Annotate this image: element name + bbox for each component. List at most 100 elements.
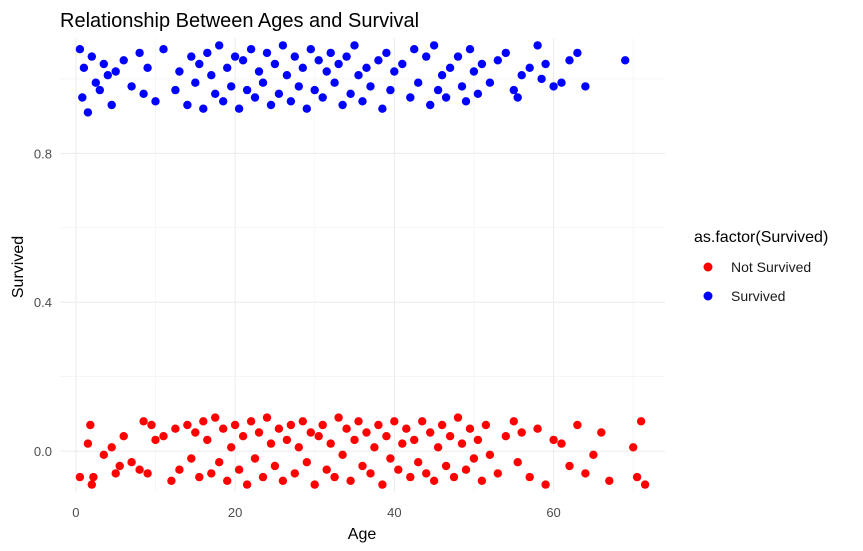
point-not-survived bbox=[342, 424, 351, 433]
point-not-survived bbox=[215, 458, 224, 467]
point-not-survived bbox=[485, 450, 495, 459]
point-not-survived bbox=[422, 469, 431, 478]
point-not-survived bbox=[386, 454, 395, 463]
point-not-survived bbox=[605, 476, 614, 485]
point-survived bbox=[83, 108, 93, 117]
point-survived bbox=[290, 52, 299, 61]
y-tick-label: 0.0 bbox=[34, 444, 52, 459]
point-survived bbox=[517, 71, 526, 80]
y-tick-label: 0.4 bbox=[34, 295, 52, 310]
point-not-survived bbox=[203, 435, 212, 445]
point-not-survived bbox=[183, 420, 192, 430]
point-survived bbox=[346, 89, 355, 99]
point-not-survived bbox=[493, 469, 502, 478]
point-survived bbox=[91, 78, 101, 87]
point-not-survived bbox=[139, 417, 148, 426]
point-survived bbox=[195, 59, 204, 69]
point-survived bbox=[437, 71, 447, 80]
point-survived bbox=[422, 52, 431, 61]
point-survived bbox=[95, 85, 105, 95]
point-not-survived bbox=[433, 443, 443, 452]
gridlines bbox=[60, 38, 665, 492]
point-survived bbox=[223, 63, 232, 72]
point-survived bbox=[103, 71, 113, 80]
point-not-survived bbox=[278, 476, 288, 485]
point-not-survived bbox=[557, 439, 566, 448]
point-not-survived bbox=[437, 420, 447, 430]
point-not-survived bbox=[589, 450, 598, 459]
point-survived bbox=[203, 48, 212, 58]
point-survived bbox=[322, 67, 331, 76]
point-not-survived bbox=[211, 413, 220, 422]
legend-label-survived: Survived bbox=[731, 288, 785, 304]
point-not-survived bbox=[477, 476, 487, 485]
point-survived bbox=[398, 59, 407, 69]
point-not-survived bbox=[266, 439, 276, 448]
point-not-survived bbox=[517, 428, 526, 437]
point-not-survived bbox=[147, 420, 156, 430]
point-survived bbox=[453, 52, 463, 61]
point-survived bbox=[159, 45, 168, 54]
point-survived bbox=[549, 82, 558, 91]
point-not-survived bbox=[314, 432, 323, 441]
point-not-survived bbox=[469, 454, 479, 463]
point-survived bbox=[298, 63, 307, 72]
point-survived bbox=[242, 85, 252, 95]
point-survived bbox=[537, 74, 546, 84]
point-not-survived bbox=[195, 472, 204, 482]
point-not-survived bbox=[322, 465, 331, 474]
point-survived bbox=[362, 63, 371, 72]
point-not-survived bbox=[262, 413, 272, 422]
x-tick-label: 20 bbox=[228, 505, 242, 520]
point-not-survived bbox=[362, 428, 371, 437]
x-axis-title: Age bbox=[348, 526, 377, 543]
point-not-survived bbox=[453, 413, 463, 422]
point-not-survived bbox=[330, 472, 339, 482]
point-survived bbox=[354, 71, 363, 80]
point-not-survived bbox=[282, 435, 292, 445]
point-survived bbox=[274, 89, 284, 99]
point-survived bbox=[302, 104, 311, 113]
point-not-survived bbox=[86, 420, 95, 430]
legend: as.factor(Survived) Not Survived Survive… bbox=[694, 229, 828, 304]
point-survived bbox=[219, 97, 228, 106]
point-survived bbox=[314, 56, 323, 65]
point-not-survived bbox=[310, 480, 319, 489]
point-not-survived bbox=[326, 439, 335, 448]
point-survived bbox=[457, 82, 467, 91]
point-survived bbox=[469, 67, 479, 76]
point-survived bbox=[342, 52, 351, 61]
point-not-survived bbox=[573, 420, 582, 430]
point-not-survived bbox=[541, 480, 550, 489]
point-not-survived bbox=[398, 439, 407, 448]
point-survived bbox=[326, 48, 335, 58]
point-survived bbox=[378, 104, 387, 113]
point-not-survived bbox=[119, 432, 128, 441]
point-survived bbox=[541, 59, 550, 69]
legend-key-survived bbox=[703, 291, 713, 301]
point-not-survived bbox=[370, 443, 379, 452]
point-survived bbox=[330, 78, 339, 87]
point-not-survived bbox=[581, 469, 590, 478]
x-tick-label: 60 bbox=[546, 505, 560, 520]
point-survived bbox=[294, 82, 303, 91]
point-not-survived bbox=[219, 424, 228, 433]
point-not-survived bbox=[449, 472, 459, 482]
point-not-survived bbox=[382, 432, 391, 441]
y-axis-title: Survived bbox=[10, 236, 27, 298]
point-not-survived bbox=[629, 443, 638, 452]
point-not-survived bbox=[143, 469, 152, 478]
point-survived bbox=[338, 100, 347, 110]
point-not-survived bbox=[171, 424, 180, 433]
point-not-survived bbox=[258, 472, 268, 482]
point-survived bbox=[318, 93, 327, 102]
point-survived bbox=[191, 78, 200, 87]
chart-title: Relationship Between Ages and Survival bbox=[60, 10, 419, 32]
point-survived bbox=[414, 78, 423, 87]
point-not-survived bbox=[465, 424, 475, 433]
point-survived bbox=[175, 67, 184, 76]
point-survived bbox=[238, 56, 248, 65]
point-not-survived bbox=[99, 450, 109, 459]
point-survived bbox=[477, 59, 487, 69]
point-survived bbox=[306, 45, 315, 54]
